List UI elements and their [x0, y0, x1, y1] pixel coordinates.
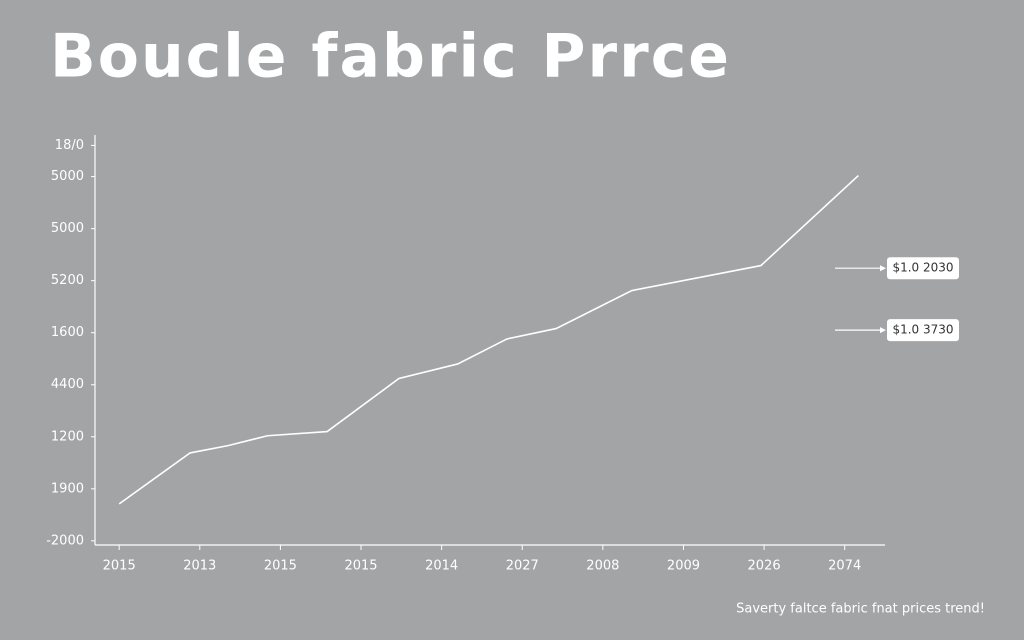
x-tick-label: 2014 — [425, 559, 458, 574]
annotation-box — [887, 257, 959, 280]
y-tick-label: -2000 — [46, 533, 84, 548]
x-tick-label: 2008 — [586, 559, 619, 574]
footer-note: Saverty faltce fabric fnat prices trend! — [736, 602, 985, 617]
chart-title: Boucle fabric Prrce — [50, 22, 731, 92]
y-tick-label: 5000 — [51, 221, 84, 236]
annotation-box — [887, 319, 959, 342]
y-tick-label: 1900 — [51, 481, 84, 496]
x-tick-label: 2013 — [183, 559, 216, 574]
y-tick-label: 1600 — [51, 325, 84, 340]
x-tick-label: 2015 — [344, 559, 377, 574]
y-tick-label: 4400 — [51, 377, 84, 392]
y-tick-label: 5200 — [51, 273, 84, 288]
x-tick-label: 2026 — [748, 559, 781, 574]
x-tick-label: 2015 — [103, 559, 136, 574]
price-line — [118, 174, 859, 505]
annotation-label: $1.0 2030 — [892, 261, 953, 275]
arrow-head — [880, 265, 886, 272]
x-tick-label: 2009 — [667, 559, 700, 574]
annotation-label: $1.0 3730 — [892, 323, 953, 337]
arrow-head — [880, 327, 886, 334]
x-tick-label: 2015 — [264, 559, 297, 574]
y-tick-label: 5000 — [51, 169, 84, 184]
y-tick-label: 18/0 — [55, 138, 84, 153]
y-tick-label: 1200 — [51, 429, 84, 444]
x-tick-label: 2027 — [506, 559, 539, 574]
x-tick-label: 2074 — [828, 559, 861, 574]
